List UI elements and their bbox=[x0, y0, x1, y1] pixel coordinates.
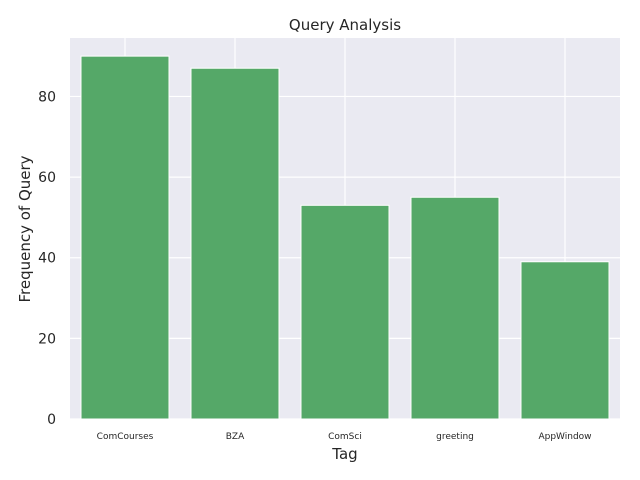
x-tick-label: ComCourses bbox=[97, 432, 154, 442]
bar-comsci bbox=[300, 204, 390, 420]
bar-comcourses bbox=[80, 55, 170, 420]
x-axis-title: Tag bbox=[331, 445, 357, 463]
bar-greeting bbox=[410, 196, 500, 420]
bar-bza bbox=[190, 67, 280, 420]
y-tick-label: 0 bbox=[47, 412, 56, 428]
y-tick-label: 60 bbox=[38, 170, 56, 186]
chart-title: Query Analysis bbox=[289, 16, 401, 34]
y-tick-label: 20 bbox=[38, 331, 56, 347]
x-tick-label: AppWindow bbox=[538, 432, 591, 442]
bars bbox=[80, 55, 610, 420]
y-tick-label: 80 bbox=[38, 89, 56, 105]
x-axis-ticks: ComCourses BZA ComSci greeting AppWindow bbox=[97, 432, 592, 442]
y-axis-ticks: 0 20 40 60 80 bbox=[38, 89, 56, 428]
x-tick-label: greeting bbox=[436, 432, 474, 442]
x-tick-label: ComSci bbox=[328, 432, 362, 442]
bar-appwindow bbox=[520, 261, 610, 420]
x-tick-label: BZA bbox=[226, 432, 245, 442]
y-axis-title: Frequency of Query bbox=[16, 155, 34, 302]
y-tick-label: 40 bbox=[38, 251, 56, 267]
